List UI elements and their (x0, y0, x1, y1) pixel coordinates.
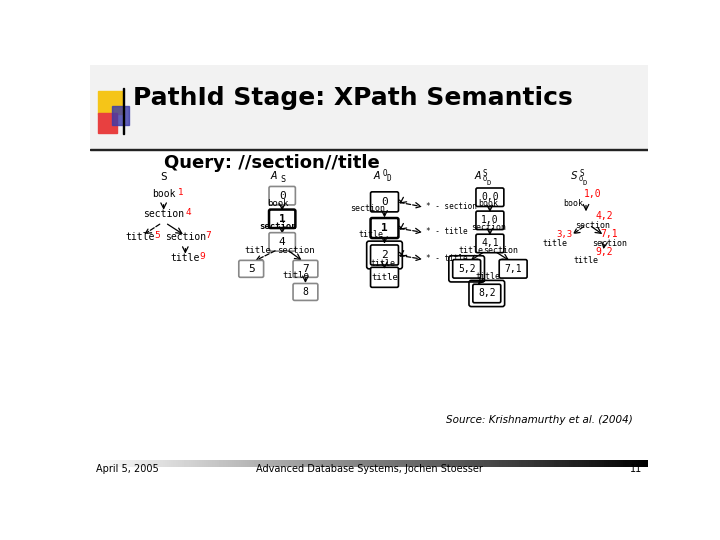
Text: D: D (387, 174, 392, 183)
Text: Advanced Database Systems, Jochen Stoesser: Advanced Database Systems, Jochen Stoess… (256, 464, 482, 475)
Text: section: section (483, 246, 518, 255)
Text: O: O (578, 176, 582, 182)
Text: A: A (374, 171, 380, 181)
Text: * - title: * - title (426, 254, 468, 263)
Text: section: section (575, 221, 610, 230)
Text: title: title (459, 246, 484, 255)
Text: 1,0: 1,0 (481, 215, 499, 225)
Text: title: title (283, 271, 310, 280)
Text: 9: 9 (199, 252, 205, 261)
Text: O: O (482, 176, 487, 182)
Text: D: D (582, 180, 586, 186)
Text: section: section (277, 246, 315, 255)
Text: 0,0: 0,0 (481, 192, 499, 202)
Text: book: book (152, 189, 176, 199)
FancyBboxPatch shape (371, 218, 398, 238)
Text: title: title (371, 273, 398, 282)
Text: section: section (143, 210, 184, 219)
Text: section: section (259, 222, 297, 231)
Bar (112, 106, 129, 125)
Text: 9,2: 9,2 (595, 247, 613, 257)
Text: 4,2: 4,2 (595, 211, 613, 221)
FancyBboxPatch shape (371, 245, 398, 265)
Text: 7: 7 (302, 264, 309, 274)
Text: title: title (171, 253, 200, 263)
Bar (90, 65, 648, 150)
FancyBboxPatch shape (453, 260, 481, 278)
Text: * - title: * - title (426, 227, 468, 236)
Text: section: section (165, 232, 206, 242)
Text: 4,1: 4,1 (481, 239, 499, 248)
Bar (98, 112, 117, 132)
Text: 8,2: 8,2 (478, 288, 495, 299)
FancyBboxPatch shape (293, 284, 318, 300)
Text: S: S (161, 172, 167, 183)
Text: S: S (483, 170, 487, 178)
Text: title: title (244, 246, 271, 255)
Text: 1: 1 (178, 188, 184, 197)
Text: title: title (542, 239, 567, 248)
Text: Source: Krishnamurthy et al. (2004): Source: Krishnamurthy et al. (2004) (446, 415, 632, 425)
Text: 7,1: 7,1 (504, 264, 522, 274)
Text: title: title (476, 272, 501, 281)
Text: 7: 7 (205, 231, 211, 240)
FancyBboxPatch shape (499, 260, 527, 278)
Text: O: O (382, 170, 387, 178)
Text: section: section (593, 239, 627, 248)
Text: S: S (579, 170, 584, 178)
Text: 3,3: 3,3 (557, 230, 572, 239)
Text: 7,1: 7,1 (600, 230, 618, 239)
Text: 1: 1 (381, 223, 388, 233)
Text: book: book (268, 199, 289, 208)
Text: 5: 5 (248, 264, 255, 274)
Text: title: title (371, 259, 395, 268)
Text: * - section: * - section (426, 202, 477, 211)
FancyBboxPatch shape (269, 210, 295, 228)
FancyBboxPatch shape (371, 267, 398, 287)
FancyBboxPatch shape (371, 192, 398, 212)
Text: title: title (574, 256, 598, 266)
Text: S: S (281, 175, 286, 184)
Text: 5: 5 (154, 231, 160, 240)
Bar (122, 88, 124, 134)
FancyBboxPatch shape (476, 211, 504, 230)
Text: Query: //section//title: Query: //section//title (163, 153, 379, 172)
Text: April 5, 2005: April 5, 2005 (96, 464, 159, 475)
Text: 1,0: 1,0 (583, 189, 601, 199)
FancyBboxPatch shape (476, 188, 504, 206)
FancyBboxPatch shape (473, 284, 500, 303)
Text: PathId Stage: XPath Semantics: PathId Stage: XPath Semantics (132, 86, 572, 110)
Text: section: section (471, 222, 506, 232)
Text: section: section (350, 204, 385, 213)
Text: A: A (474, 171, 481, 181)
Text: title: title (126, 232, 155, 242)
Text: 5,2: 5,2 (458, 264, 475, 274)
Text: book: book (478, 199, 498, 208)
Text: 1: 1 (279, 214, 286, 224)
FancyBboxPatch shape (293, 260, 318, 278)
Text: A: A (271, 171, 278, 181)
FancyBboxPatch shape (269, 186, 295, 205)
Text: 4: 4 (185, 208, 191, 217)
Text: 8: 8 (302, 287, 308, 297)
Text: 2: 2 (381, 250, 388, 260)
Text: 0: 0 (279, 191, 286, 201)
Text: 11: 11 (629, 464, 642, 475)
FancyBboxPatch shape (269, 233, 295, 251)
FancyBboxPatch shape (476, 234, 504, 253)
Bar (90, 148, 648, 150)
Text: S: S (571, 171, 577, 181)
FancyBboxPatch shape (239, 260, 264, 278)
Text: 4: 4 (279, 237, 286, 247)
Text: 0: 0 (381, 197, 388, 207)
Bar (98, 91, 122, 114)
Text: book: book (564, 199, 584, 208)
Text: D: D (486, 180, 490, 186)
Text: title: title (358, 230, 383, 239)
